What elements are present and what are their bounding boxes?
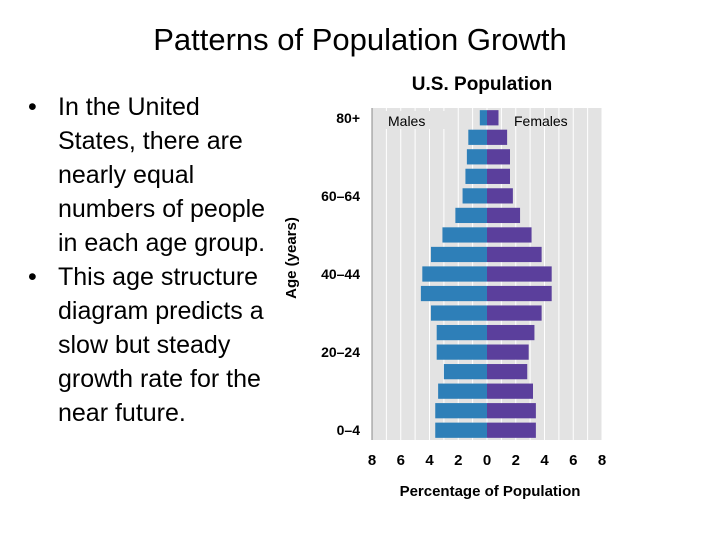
male-bar-35–39 — [420, 285, 487, 302]
x-tick-label: 6 — [569, 452, 577, 469]
female-bar-25–29 — [487, 324, 535, 341]
male-bar-60–64 — [462, 188, 487, 204]
female-bar-10–14 — [487, 383, 533, 399]
x-tick-label: 2 — [454, 452, 462, 469]
x-tick-label: 0 — [483, 452, 491, 469]
males-legend-label: Males — [388, 113, 425, 129]
x-tick-label: 8 — [368, 452, 376, 469]
female-bar-80+ — [487, 110, 499, 126]
female-bar-15–19 — [487, 364, 528, 380]
female-bar-20–24 — [487, 344, 529, 360]
female-bar-45–49 — [487, 246, 542, 263]
females-legend-label: Females — [514, 113, 568, 129]
age-tick-label: 20–24 — [321, 344, 360, 360]
female-bar-55–59 — [487, 207, 521, 224]
female-bar-70–74 — [487, 149, 510, 165]
bullet-item-1: • In the United States, there are nearly… — [28, 90, 278, 260]
x-tick-label: 4 — [540, 452, 549, 469]
age-tick-label: 60–64 — [321, 188, 360, 204]
chart-title: U.S. Population — [412, 74, 552, 95]
males-legend-box — [384, 111, 454, 129]
age-tick-label: 40–44 — [321, 266, 360, 282]
x-tick-label: 8 — [598, 452, 606, 469]
female-bar-65–69 — [487, 168, 510, 184]
female-bar-50–54 — [487, 227, 532, 243]
male-bar-15–19 — [443, 364, 487, 380]
male-bar-55–59 — [455, 207, 487, 224]
male-bar-70–74 — [466, 149, 487, 165]
male-bar-5–9 — [435, 403, 487, 419]
age-tick-label: 80+ — [336, 110, 360, 126]
male-bar-0–4 — [435, 422, 487, 438]
female-bar-0–4 — [487, 422, 536, 438]
male-bar-10–14 — [438, 383, 487, 399]
bullet-list: • In the United States, there are nearly… — [28, 90, 278, 430]
x-tick-label: 2 — [512, 452, 520, 469]
male-bar-75–79 — [468, 129, 487, 145]
x-tick-label: 4 — [425, 452, 434, 469]
female-bar-60–64 — [487, 188, 513, 204]
bullet-item-2: • This age structure diagram predicts a … — [28, 260, 278, 430]
female-bar-40–44 — [487, 266, 552, 282]
male-bar-45–49 — [430, 246, 487, 263]
male-bar-65–69 — [465, 168, 487, 184]
y-axis-label: Age (years) — [283, 217, 300, 299]
male-bar-25–29 — [436, 324, 487, 341]
female-bar-30–34 — [487, 305, 542, 321]
female-bar-75–79 — [487, 129, 508, 145]
slide-title: Patterns of Population Growth — [153, 22, 567, 57]
x-tick-label: 6 — [397, 452, 405, 469]
bullet-dot-icon: • — [28, 93, 37, 121]
male-bar-30–34 — [430, 305, 487, 321]
x-axis-label: Percentage of Population — [400, 483, 581, 500]
age-tick-label: 0–4 — [337, 422, 361, 438]
male-bar-40–44 — [422, 266, 487, 282]
female-bar-5–9 — [487, 403, 536, 419]
male-bar-50–54 — [442, 227, 487, 243]
bullet-text-1: In the United States, there are nearly e… — [58, 93, 266, 257]
female-bar-35–39 — [487, 285, 552, 302]
bullet-dot-icon: • — [28, 263, 37, 291]
male-bar-80+ — [479, 110, 487, 126]
male-bar-20–24 — [436, 344, 487, 360]
bullet-text-2: This age structure diagram predicts a sl… — [58, 263, 264, 427]
